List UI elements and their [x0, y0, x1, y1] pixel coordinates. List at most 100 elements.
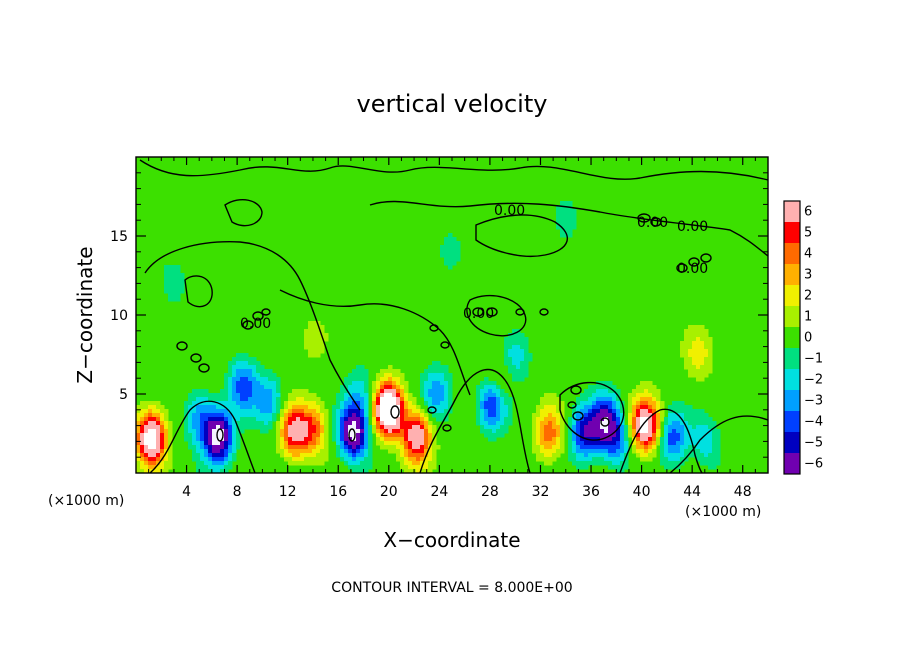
field-cell: [300, 393, 305, 398]
field-cell: [300, 425, 305, 430]
field-cell: [700, 373, 705, 378]
field-cell: [332, 421, 337, 426]
field-cell: [360, 449, 365, 454]
field-cell: [152, 465, 157, 470]
field-cell: [376, 405, 381, 410]
field-cell: [536, 409, 541, 414]
field-cell: [400, 409, 405, 414]
field-cell: [268, 413, 273, 418]
field-cell: [284, 417, 289, 422]
field-cell: [400, 457, 405, 462]
field-cell: [236, 385, 241, 390]
field-cell: [432, 461, 437, 466]
field-cell: [256, 373, 261, 378]
field-cell: [448, 257, 453, 262]
field-cell: [712, 437, 717, 442]
field-cell: [444, 401, 449, 406]
field-cell: [344, 437, 349, 442]
field-cell: [656, 437, 661, 442]
field-cell: [196, 453, 201, 458]
field-cell: [440, 393, 445, 398]
field-cell: [596, 405, 601, 410]
field-cell: [628, 405, 633, 410]
field-cell: [672, 425, 677, 430]
field-cell: [308, 405, 313, 410]
field-cell: [488, 417, 493, 422]
field-cell: [188, 401, 193, 406]
field-cell: [608, 437, 613, 442]
field-cell: [192, 429, 197, 434]
field-cell: [304, 417, 309, 422]
contour-line: [475, 214, 568, 257]
field-cell: [652, 433, 657, 438]
field-cell: [484, 421, 489, 426]
field-cell: [344, 441, 349, 446]
field-cell: [288, 421, 293, 426]
field-cell: [276, 397, 281, 402]
field-cell: [348, 465, 353, 470]
field-cell: [632, 393, 637, 398]
field-cell: [364, 453, 369, 458]
field-cell: [148, 461, 153, 466]
field-cell: [432, 381, 437, 386]
field-cell: [664, 449, 669, 454]
field-cell: [160, 429, 165, 434]
field-cell: [644, 441, 649, 446]
field-cell: [552, 433, 557, 438]
field-cell: [424, 393, 429, 398]
field-cell: [664, 453, 669, 458]
field-cell: [704, 333, 709, 338]
field-cell: [432, 433, 437, 438]
field-cell: [164, 269, 169, 274]
field-cell: [264, 385, 269, 390]
field-cell: [696, 377, 701, 382]
field-cell: [516, 365, 521, 370]
field-cell: [444, 365, 449, 370]
field-cell: [376, 433, 381, 438]
field-cell: [368, 453, 373, 458]
field-cell: [276, 433, 281, 438]
field-cell: [556, 417, 561, 422]
field-cell: [644, 445, 649, 450]
field-cell: [256, 417, 261, 422]
field-cell: [552, 421, 557, 426]
field-cell: [696, 341, 701, 346]
field-cell: [608, 429, 613, 434]
field-cell: [512, 349, 517, 354]
field-cell: [240, 361, 245, 366]
field-cell: [428, 441, 433, 446]
contour-line: [176, 341, 188, 351]
colorbar-swatch: [784, 201, 800, 223]
field-cell: [304, 421, 309, 426]
field-cell: [384, 445, 389, 450]
field-cell: [580, 457, 585, 462]
contour-line: [149, 400, 256, 473]
field-cell: [320, 421, 325, 426]
field-cell: [688, 421, 693, 426]
field-cell: [536, 425, 541, 430]
field-cell: [296, 397, 301, 402]
field-cell: [396, 453, 401, 458]
field-cell: [496, 413, 501, 418]
field-cell: [692, 425, 697, 430]
field-cell: [432, 409, 437, 414]
field-cell: [448, 389, 453, 394]
field-cell: [296, 437, 301, 442]
field-cell: [164, 273, 169, 278]
field-cell: [296, 433, 301, 438]
field-cell: [220, 417, 225, 422]
field-cell: [496, 425, 501, 430]
field-cell: [220, 465, 225, 470]
field-cell: [516, 353, 521, 358]
field-cell: [232, 381, 237, 386]
field-cell: [620, 469, 625, 473]
field-cell: [140, 433, 145, 438]
field-cell: [156, 409, 161, 414]
field-cell: [540, 437, 545, 442]
field-cell: [416, 425, 421, 430]
field-cell: [556, 209, 561, 214]
field-cell: [404, 425, 409, 430]
field-cell: [160, 437, 165, 442]
field-cell: [212, 445, 217, 450]
field-cell: [288, 429, 293, 434]
